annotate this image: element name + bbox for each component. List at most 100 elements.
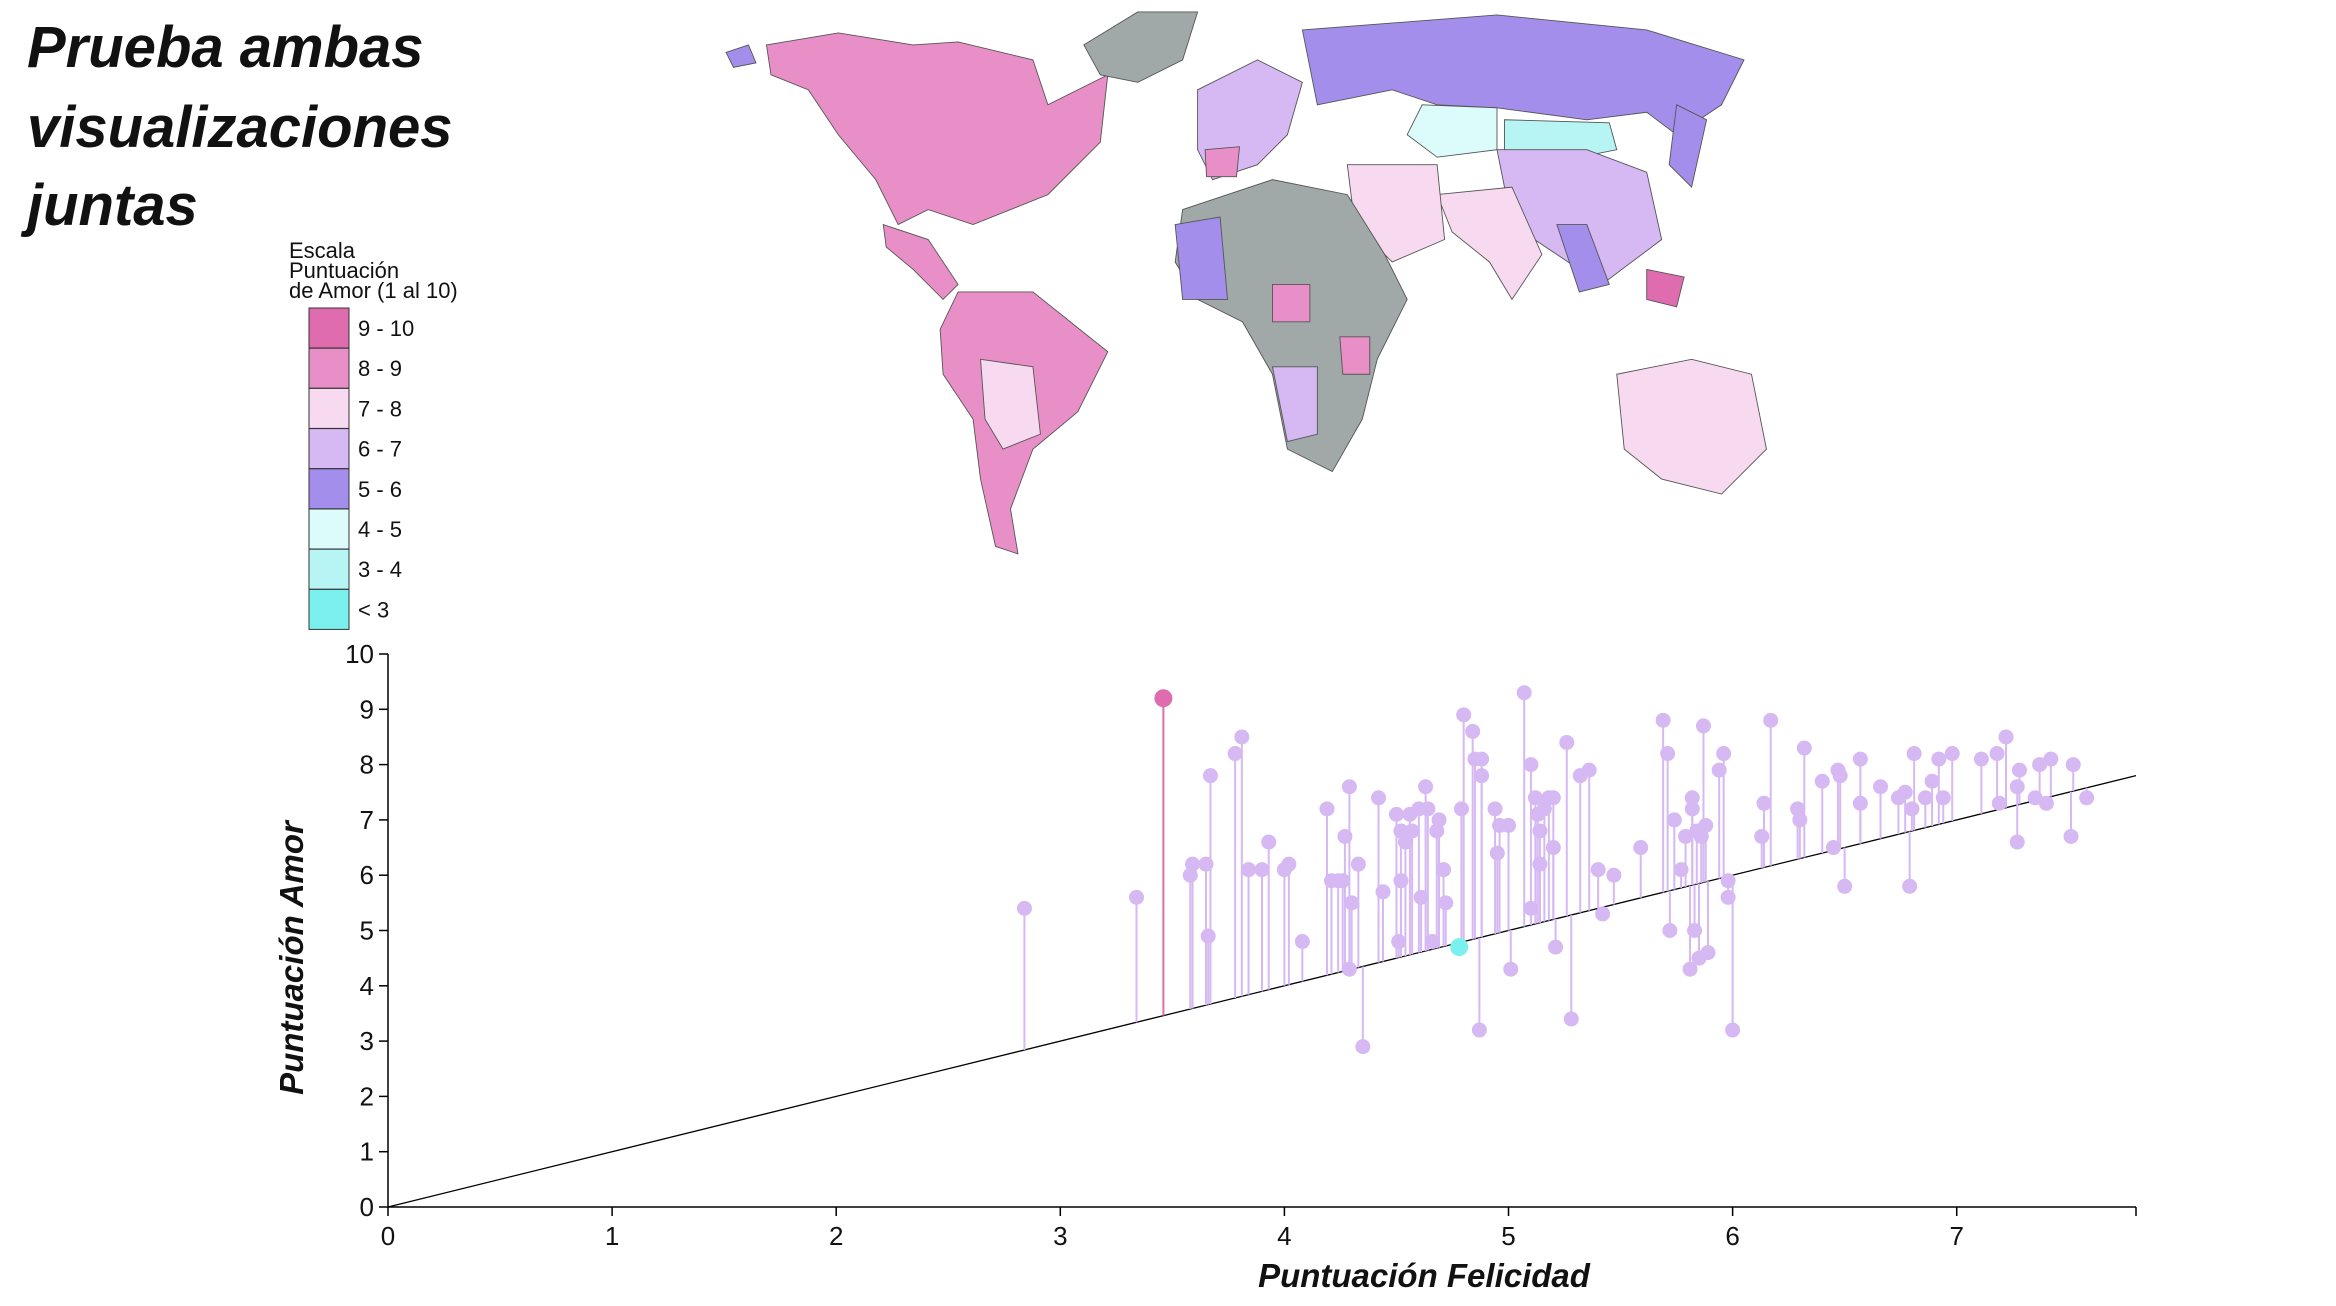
point: [1698, 817, 1714, 833]
point: [1655, 712, 1671, 728]
point: [1944, 746, 1960, 762]
point: [1404, 823, 1420, 839]
point: [1998, 729, 2014, 745]
point: [1682, 961, 1698, 977]
point: [1471, 1022, 1487, 1038]
point: [1503, 961, 1519, 977]
point: [1350, 856, 1366, 872]
x-tick-label: 6: [1725, 1221, 1739, 1251]
point: [2065, 757, 2081, 773]
legend-swatch: [308, 468, 350, 510]
point: [1436, 862, 1452, 878]
point: [1474, 751, 1490, 767]
y-tick-label: 10: [345, 639, 374, 669]
y-tick-label: 2: [360, 1081, 374, 1111]
point: [1335, 873, 1351, 889]
point: [1341, 779, 1357, 795]
point: [1431, 812, 1447, 828]
point: [1281, 856, 1297, 872]
point: [1501, 817, 1517, 833]
point: [1581, 762, 1597, 778]
point: [1590, 862, 1606, 878]
point: [1906, 746, 1922, 762]
legend-swatch: [308, 548, 350, 590]
legend-label: 9 - 10: [358, 316, 414, 341]
point: [1453, 801, 1469, 817]
point: [2032, 757, 2048, 773]
point: [2009, 834, 2025, 850]
point: [1545, 840, 1561, 856]
point: [2011, 762, 2027, 778]
point: [1563, 1011, 1579, 1027]
point: [1904, 801, 1920, 817]
point: [1420, 801, 1436, 817]
point: [1523, 757, 1539, 773]
point: [1763, 712, 1779, 728]
y-tick-label: 6: [360, 860, 374, 890]
scatter-plot: 0 1 2 3 4 5 6 7 0 1 2 3 4 5 6 7 8 9 10 Puntuación Felicidad…: [273, 639, 2137, 1294]
point: [1754, 828, 1770, 844]
point: [2009, 779, 2025, 795]
point: [1375, 884, 1391, 900]
point: [1684, 790, 1700, 806]
point: [1341, 961, 1357, 977]
point: [1319, 801, 1335, 817]
point: [1489, 845, 1505, 861]
x-tick-label: 1: [605, 1221, 619, 1251]
point: [1438, 895, 1454, 911]
point: [1852, 751, 1868, 767]
point: [1700, 945, 1716, 961]
point: [1545, 790, 1561, 806]
legend-label: 7 - 8: [358, 396, 402, 421]
point: [1935, 790, 1951, 806]
point: [1837, 878, 1853, 894]
x-axis-label: Puntuación Felicidad: [1258, 1257, 1591, 1294]
legend-label: 4 - 5: [358, 517, 402, 542]
point: [1185, 856, 1201, 872]
point: [1873, 779, 1889, 795]
world-map: [725, 11, 1767, 555]
legend-label: < 3: [358, 597, 389, 622]
point: [1154, 689, 1173, 708]
legend-swatch: [308, 508, 350, 550]
point: [1832, 768, 1848, 784]
point: [1633, 840, 1649, 856]
point: [1516, 685, 1532, 701]
y-tick-label: 4: [360, 971, 374, 1001]
y-tick-label: 8: [360, 750, 374, 780]
point: [1660, 746, 1676, 762]
point: [1391, 934, 1407, 950]
point: [1662, 923, 1678, 938]
point: [1465, 723, 1481, 739]
point: [1016, 900, 1032, 916]
y-tick-label: 5: [360, 916, 374, 946]
point: [1991, 795, 2007, 811]
x-tick-label: 0: [381, 1221, 395, 1251]
point: [1917, 790, 1933, 806]
point: [1666, 812, 1682, 828]
point: [1973, 751, 1989, 767]
point: [1924, 773, 1940, 789]
point: [2038, 795, 2054, 811]
point: [2079, 790, 2095, 806]
legend-title: de Amor (1 al 10): [289, 278, 458, 303]
point: [1695, 718, 1711, 734]
point: [1684, 801, 1700, 817]
legend-label: 5 - 6: [358, 477, 402, 502]
y-axis-label: Puntuación Amor: [273, 819, 310, 1095]
legend-label: 6 - 7: [358, 437, 402, 462]
point: [1725, 1022, 1741, 1038]
x-tick-label: 2: [829, 1221, 843, 1251]
point: [1227, 746, 1243, 762]
point: [1234, 729, 1250, 745]
point: [1796, 740, 1812, 756]
point: [1241, 862, 1257, 878]
point: [1548, 939, 1564, 955]
point: [1261, 834, 1277, 850]
legend-swatch: [308, 307, 350, 349]
point: [1595, 906, 1611, 922]
x-tick-label: 7: [1949, 1221, 1963, 1251]
point: [1989, 746, 2005, 762]
